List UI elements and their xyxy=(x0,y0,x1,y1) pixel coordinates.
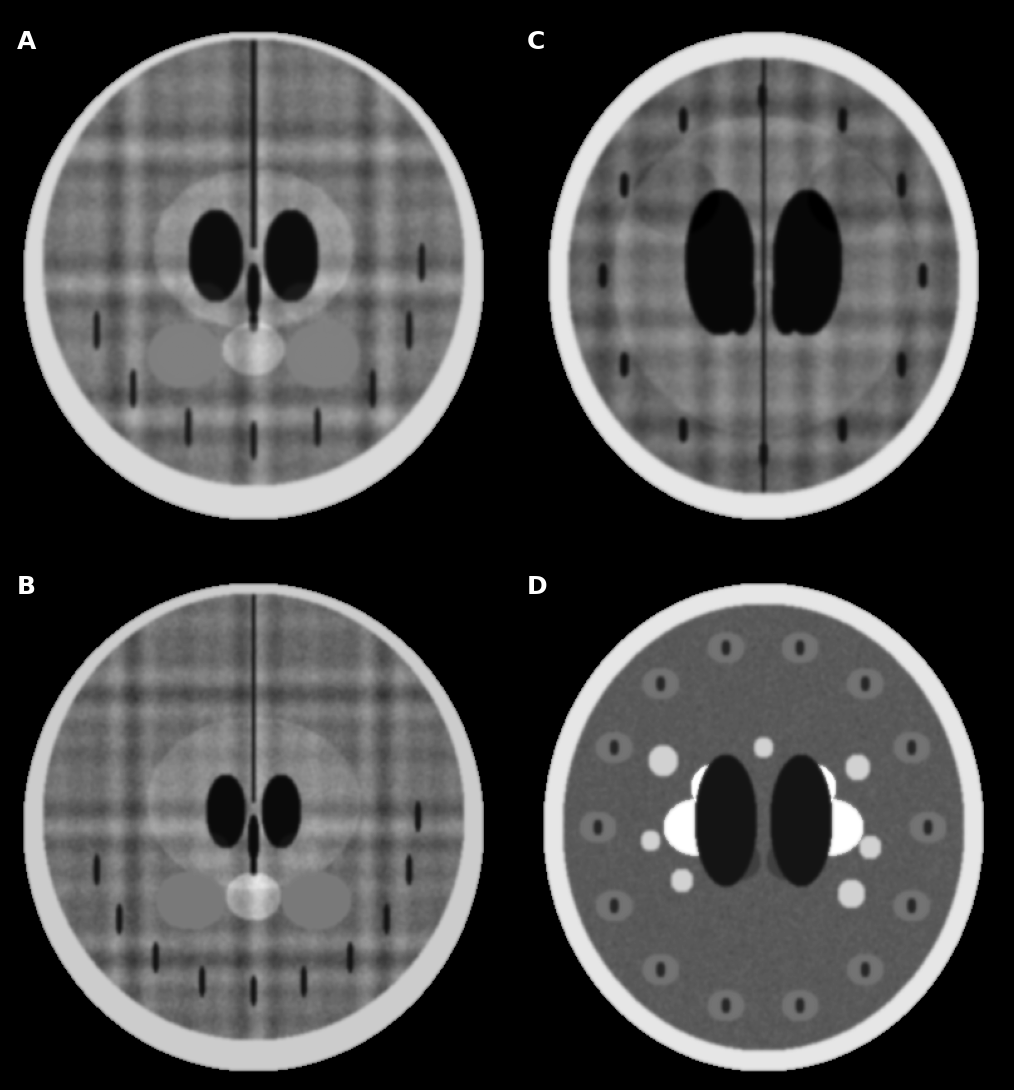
Text: B: B xyxy=(17,576,37,600)
Text: D: D xyxy=(527,576,548,600)
Text: C: C xyxy=(527,31,546,54)
Text: A: A xyxy=(17,31,37,54)
